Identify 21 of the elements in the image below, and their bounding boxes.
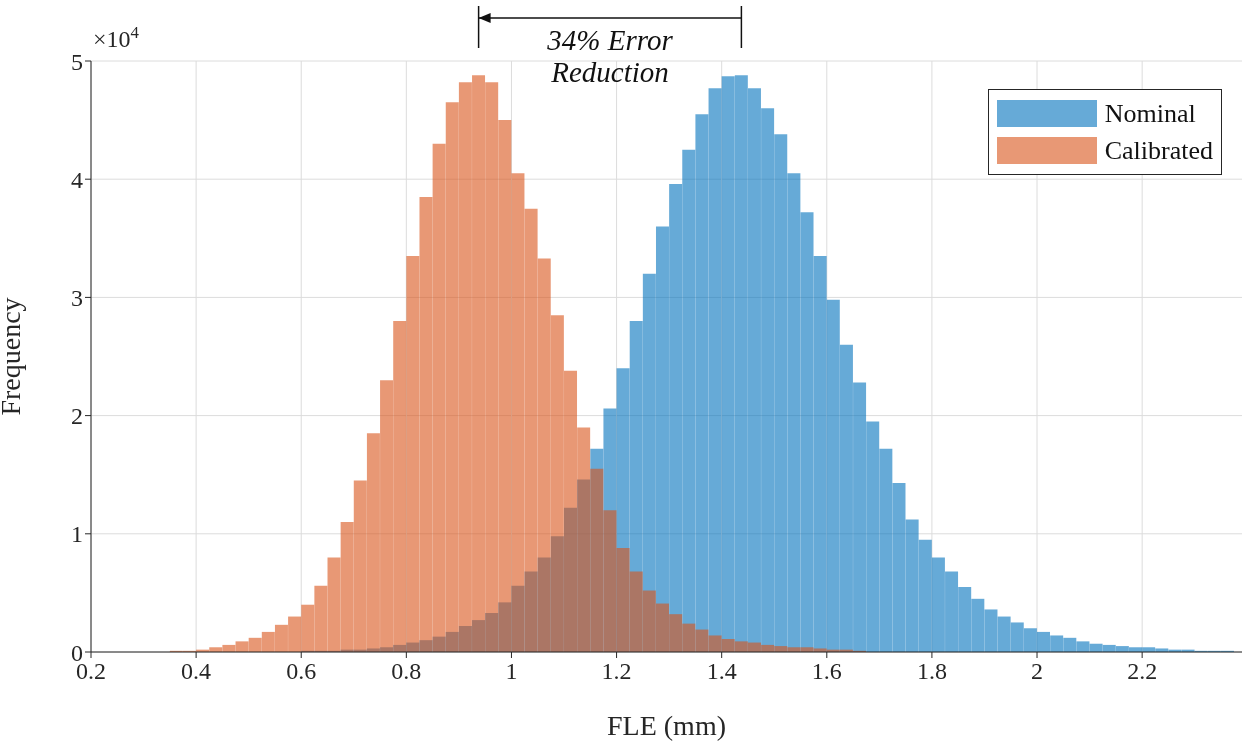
x-tick-label: 1 [505,658,518,685]
legend-label: Calibrated [1104,135,1213,166]
y-tick-label: 1 [71,521,83,548]
x-tick-label: 1.6 [811,658,842,685]
x-tick-label: 2 [1031,658,1044,685]
x-tick-label: 0.4 [181,658,212,685]
y-tick-label: 5 [71,48,83,75]
x-tick-label: 0.6 [286,658,317,685]
y-tick-label: 2 [71,403,83,430]
text: ×10$^{4}$ [93,22,140,52]
x-tick-label: 1.4 [706,658,737,685]
x-tick-label: 2.2 [1127,658,1158,685]
x-tick-label: 1.8 [916,658,947,685]
x-tick-label: 1.2 [601,658,632,685]
annotation: 34% Error Reduction [546,24,674,88]
x-tick-label: 0.8 [391,658,422,685]
legend-label: Nominal [1104,98,1196,129]
x-axis-title: FLE (mm) [607,710,726,741]
y-axis-title: Frequency [0,297,26,416]
y-tick-label: 4 [71,166,83,193]
y-tick-label: 3 [71,284,83,311]
